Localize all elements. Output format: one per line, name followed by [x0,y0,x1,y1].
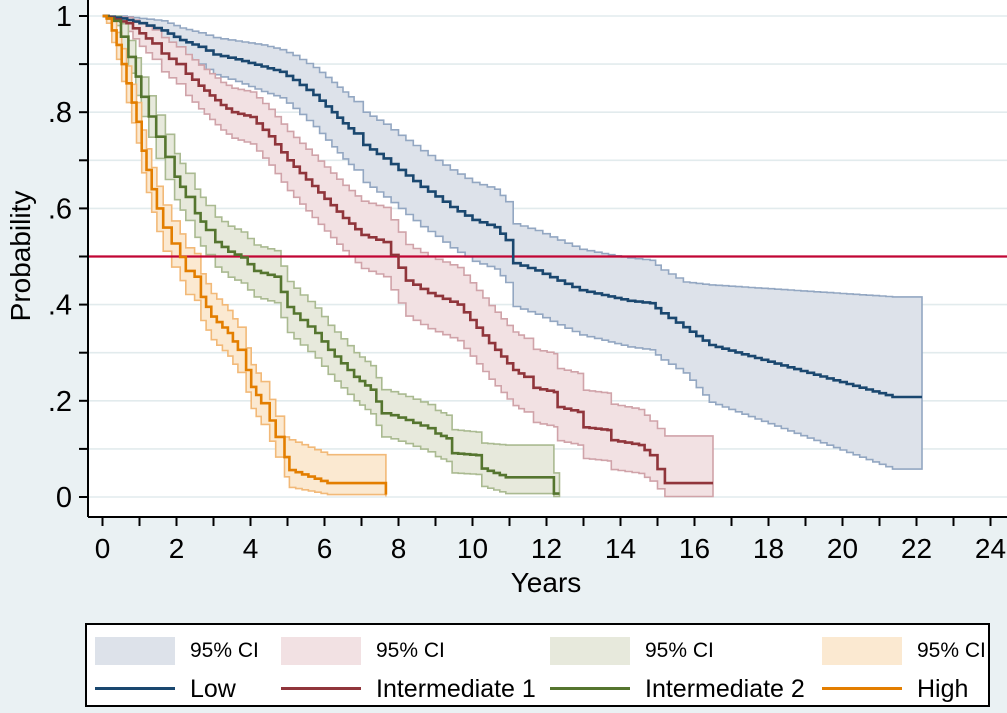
series-label-high: High [917,675,969,703]
series-label-intermediate-2: Intermediate 2 [645,675,805,703]
x-tick-label: 2 [169,533,185,564]
y-tick-label: .2 [48,386,72,418]
axes-layer [79,0,1007,526]
x-axis-title: Years [511,567,582,598]
y-tick-label: .4 [48,290,72,322]
y-axis-title: Probability [5,191,36,322]
survival-curve-high [102,14,388,495]
y-tick-label: 1 [56,1,72,33]
x-tick-label: 4 [243,533,259,564]
ci-band-swatch-intermediate-1 [281,637,361,665]
x-tick-label: 16 [679,533,710,564]
series-label-intermediate-1: Intermediate 1 [376,675,536,703]
x-tick-label: 18 [753,533,784,564]
line-sample-intermediate-1 [281,687,361,690]
ci-band-swatch-high [822,637,902,665]
ci-band-swatch-intermediate-2 [550,637,630,665]
x-tick-label: 20 [827,533,858,564]
ci-band-intermediate-2 [102,15,561,498]
x-tick-label: 24 [975,533,1006,564]
ci-label-high: 95% CI [917,639,986,662]
ci-band-swatch-low [95,637,175,665]
series-label-low: Low [190,675,236,703]
survival-curve-intermediate-2 [102,14,560,495]
x-tick-label: 14 [605,533,636,564]
survival-curve-low [102,14,922,399]
line-sample-intermediate-2 [550,687,630,690]
y-tick-label: .8 [48,97,72,129]
survival-curves-layer [102,14,922,495]
x-tick-label: 10 [457,533,488,564]
ci-label-intermediate-2: 95% CI [645,639,714,662]
x-tick-label: 22 [901,533,932,564]
y-tick-label: .6 [48,193,72,225]
tick-labels-layer: 0 2 4 6 8 10 12 14 16 18 20 22 240.2.4.6.81 [48,1,1006,564]
y-tick-label: 0 [56,482,72,514]
ci-label-intermediate-1: 95% CI [376,639,445,662]
ci-label-low: 95% CI [190,639,259,662]
survival-curve-intermediate-1 [102,14,713,485]
ci-band-high [102,15,387,497]
legend-box: 95% CI Low 95% CI Intermediate 1 95% CI … [85,623,990,707]
line-sample-low [95,687,175,690]
x-tick-label: 12 [531,533,562,564]
x-tick-label: 6 [317,533,333,564]
line-sample-high [822,687,902,690]
x-tick-label: 0 [95,533,111,564]
x-tick-label: 8 [391,533,407,564]
